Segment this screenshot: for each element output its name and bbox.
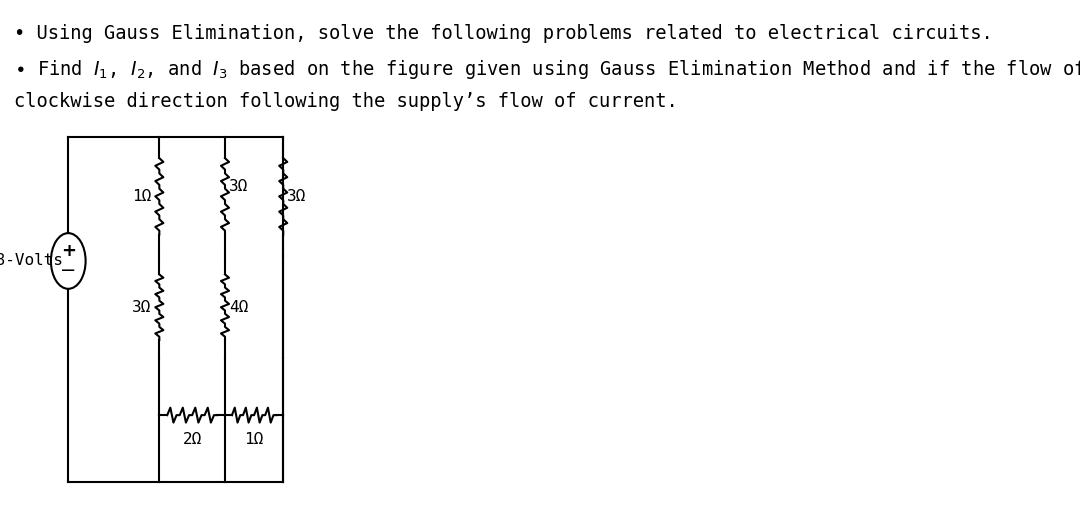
Text: 3Ω: 3Ω	[229, 179, 248, 194]
Text: 1Ω: 1Ω	[244, 432, 264, 447]
Text: 3Ω: 3Ω	[287, 189, 307, 204]
Text: +: +	[60, 242, 76, 260]
Text: 2Ω: 2Ω	[183, 432, 202, 447]
Text: −: −	[60, 262, 77, 281]
Text: 18-Volts: 18-Volts	[0, 253, 64, 268]
Text: 3Ω: 3Ω	[132, 300, 151, 315]
Text: $\bullet$ Find $I_1$, $I_2$, and $I_3$ based on the figure given using Gauss Eli: $\bullet$ Find $I_1$, $I_2$, and $I_3$ b…	[14, 58, 1080, 81]
Text: • Using Gauss Elimination, solve the following problems related to electrical ci: • Using Gauss Elimination, solve the fol…	[14, 24, 994, 43]
Text: 1Ω: 1Ω	[132, 189, 151, 204]
Text: clockwise direction following the supply’s flow of current.: clockwise direction following the supply…	[14, 92, 678, 111]
Text: 4Ω: 4Ω	[229, 300, 248, 315]
